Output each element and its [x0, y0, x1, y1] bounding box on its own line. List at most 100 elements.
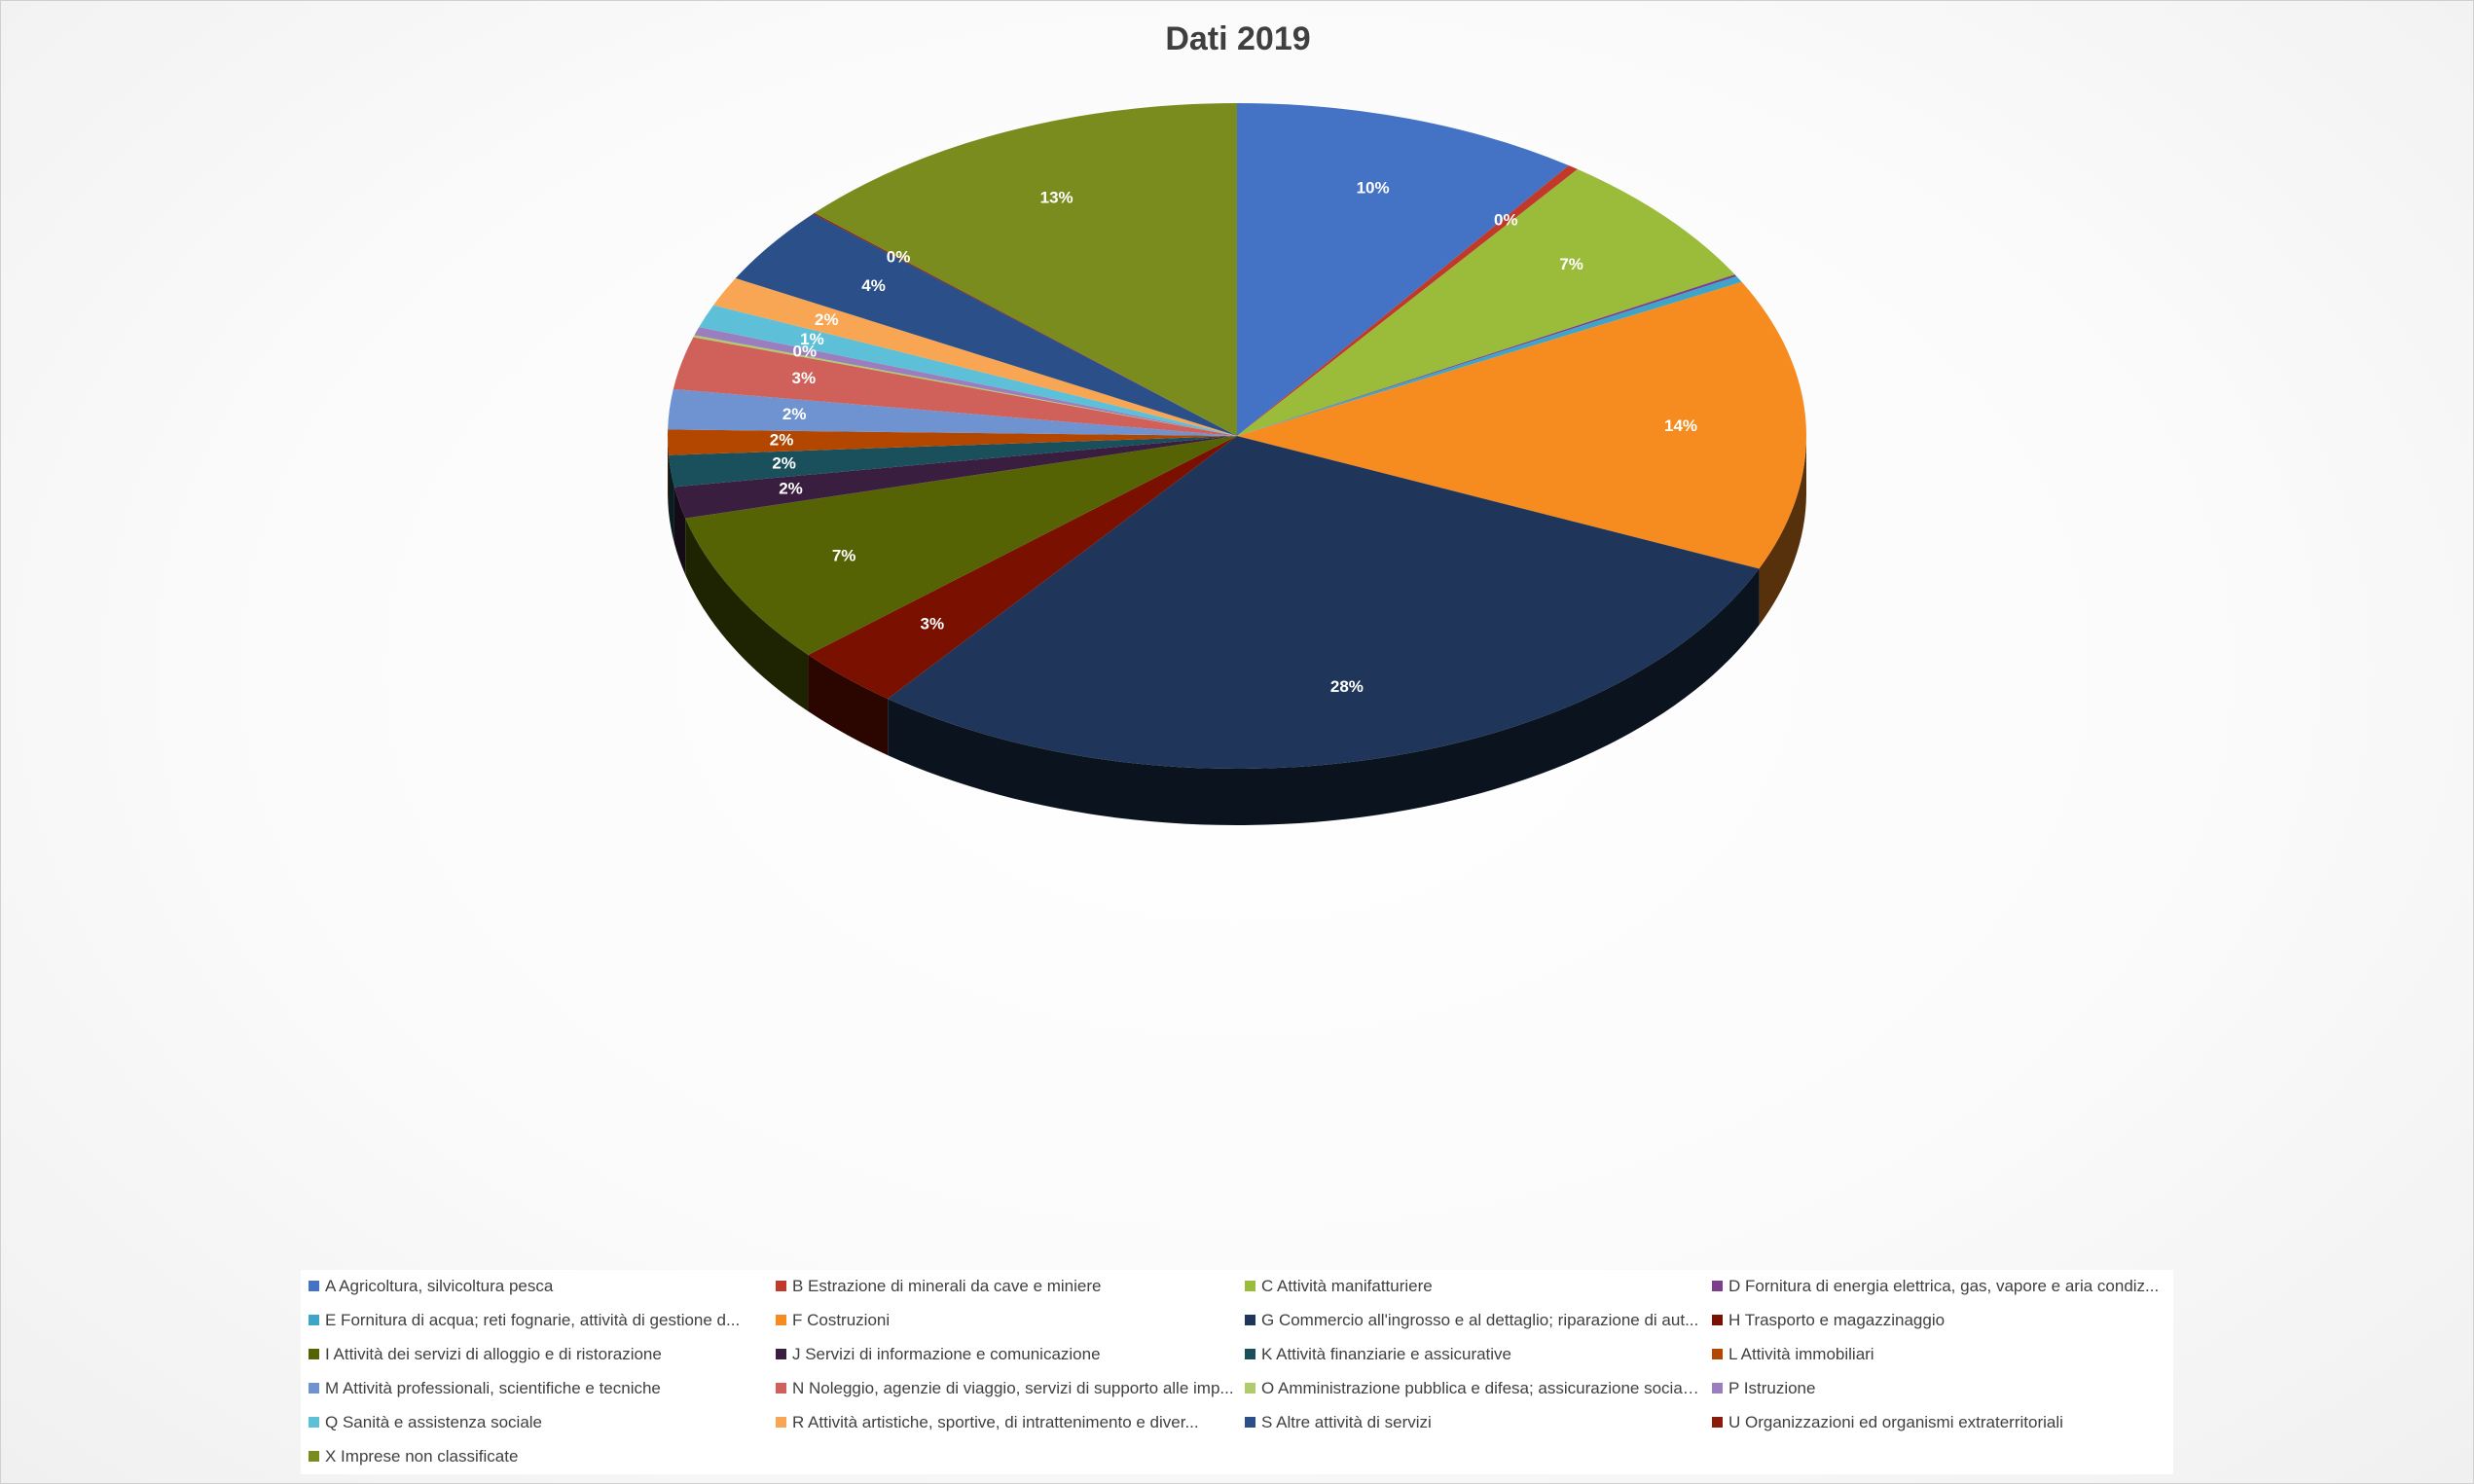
- pie-slice-4[interactable]: [1237, 276, 1742, 436]
- chart-title: Dati 2019: [1165, 20, 1311, 57]
- slice-label-11: 2%: [770, 431, 794, 450]
- legend-item: R Attività artistiche, sportive, di intr…: [776, 1406, 1235, 1439]
- pie-side-7: [808, 655, 889, 756]
- pie-slice-20[interactable]: [814, 103, 1237, 436]
- legend-item: L Attività immobiliari: [1712, 1338, 2169, 1371]
- legend-swatch: [1712, 1383, 1723, 1394]
- slice-label-13: 3%: [792, 369, 817, 387]
- legend-swatch: [776, 1417, 786, 1429]
- legend-item: D Fornitura di energia elettrica, gas, v…: [1712, 1270, 2169, 1303]
- legend-label: S Altre attività di servizi: [1261, 1413, 1432, 1431]
- slice-label-5: 14%: [1664, 416, 1697, 435]
- legend-label: J Servizi di informazione e comunicazion…: [792, 1345, 1101, 1363]
- legend-label: U Organizzazioni ed organismi extraterri…: [1728, 1413, 2063, 1431]
- legend-item: P Istruzione: [1712, 1372, 2169, 1405]
- pie-side-11: [668, 436, 669, 512]
- pie-slice-6[interactable]: [888, 436, 1760, 769]
- legend: A Agricoltura, silvicoltura pesca B Estra…: [301, 1270, 2173, 1474]
- legend-item: C Attività manifatturiere: [1245, 1270, 1702, 1303]
- legend-swatch: [1245, 1417, 1255, 1429]
- legend-swatch: [1712, 1281, 1723, 1292]
- slice-label-8: 7%: [832, 547, 856, 565]
- pie-slice-7[interactable]: [808, 436, 1237, 700]
- slice-label-1: 0%: [1494, 211, 1518, 230]
- legend-swatch: [1245, 1349, 1255, 1360]
- legend-swatch: [1712, 1349, 1723, 1360]
- pie-slice-3[interactable]: [1237, 274, 1737, 436]
- legend-item: X Imprese non classificate: [309, 1440, 766, 1473]
- slice-label-7: 3%: [921, 614, 945, 633]
- legend-item: I Attività dei servizi di alloggio e di …: [309, 1338, 766, 1371]
- legend-swatch: [776, 1281, 786, 1292]
- legend-swatch: [309, 1383, 319, 1394]
- legend-item: J Servizi di informazione e comunicazion…: [776, 1338, 1235, 1371]
- legend-swatch: [309, 1451, 319, 1463]
- legend-swatch: [1245, 1315, 1255, 1326]
- slice-label-9: 2%: [779, 479, 803, 497]
- legend-swatch: [776, 1383, 786, 1394]
- legend-swatch: [1245, 1281, 1255, 1292]
- pie-side-10: [668, 454, 674, 544]
- slice-label-20: 13%: [1040, 189, 1073, 207]
- slice-label-18: 4%: [861, 276, 886, 295]
- legend-item: A Agricoltura, silvicoltura pesca: [309, 1270, 766, 1303]
- pie-side-9: [673, 487, 686, 575]
- pie-side-6: [888, 568, 1760, 825]
- legend-label: D Fornitura di energia elettrica, gas, v…: [1728, 1277, 2160, 1295]
- pie-slice-19[interactable]: [813, 212, 1237, 436]
- pie-slice-12[interactable]: [668, 388, 1237, 436]
- pie-slice-0[interactable]: [1237, 103, 1569, 436]
- legend-item: O Amministrazione pubblica e difesa; ass…: [1245, 1372, 1702, 1405]
- legend-label: G Commercio all'ingrosso e al dettaglio;…: [1261, 1311, 1699, 1329]
- legend-label: O Amministrazione pubblica e difesa; ass…: [1261, 1379, 1702, 1397]
- legend-label: B Estrazione di minerali da cave e minie…: [792, 1277, 1102, 1295]
- legend-label: R Attività artistiche, sportive, di intr…: [792, 1413, 1199, 1431]
- legend-item: Q Sanità e assistenza sociale: [309, 1406, 766, 1439]
- pie-side-walls: [668, 436, 1806, 825]
- pie-slice-1[interactable]: [1237, 165, 1578, 436]
- slice-label-16: 1%: [800, 330, 824, 348]
- slice-label-15: 0%: [793, 342, 818, 360]
- pie-slice-18[interactable]: [735, 213, 1237, 436]
- legend-swatch: [776, 1349, 786, 1360]
- legend-label: L Attività immobiliari: [1728, 1345, 1874, 1363]
- legend-swatch: [1712, 1315, 1723, 1326]
- slice-label-10: 2%: [772, 453, 796, 472]
- slice-label-2: 7%: [1559, 255, 1583, 273]
- pie-slice-8[interactable]: [685, 436, 1237, 656]
- slice-label-19: 0%: [887, 248, 911, 267]
- pie-side-8: [685, 518, 809, 712]
- legend-label: E Fornitura di acqua; reti fognarie, att…: [325, 1311, 741, 1329]
- legend-label: Q Sanità e assistenza sociale: [325, 1413, 543, 1431]
- pie-side-5: [1759, 436, 1806, 626]
- legend-swatch: [309, 1417, 319, 1429]
- legend-item: N Noleggio, agenzie di viaggio, servizi …: [776, 1372, 1235, 1405]
- pie-slice-17[interactable]: [713, 277, 1237, 436]
- pie-slice-2[interactable]: [1237, 168, 1735, 436]
- legend-item: B Estrazione di minerali da cave e minie…: [776, 1270, 1235, 1303]
- slice-label-6: 28%: [1330, 677, 1364, 696]
- legend-label: I Attività dei servizi di alloggio e di …: [325, 1345, 662, 1363]
- pie-slice-13[interactable]: [673, 337, 1237, 436]
- legend-swatch: [309, 1281, 319, 1292]
- legend-item: H Trasporto e magazzinaggio: [1712, 1304, 2169, 1337]
- legend-item: E Fornitura di acqua; reti fognarie, att…: [309, 1304, 766, 1337]
- pie-slice-15[interactable]: [694, 327, 1237, 436]
- legend-item: G Commercio all'ingrosso e al dettaglio;…: [1245, 1304, 1702, 1337]
- slice-label-17: 2%: [815, 310, 839, 329]
- legend-item: F Costruzioni: [776, 1304, 1235, 1337]
- legend-label: M Attività professionali, scientifiche e…: [325, 1379, 661, 1397]
- legend-label: N Noleggio, agenzie di viaggio, servizi …: [792, 1379, 1234, 1397]
- legend-swatch: [1245, 1383, 1255, 1394]
- legend-label: F Costruzioni: [792, 1311, 891, 1329]
- legend-swatch: [309, 1349, 319, 1360]
- pie-slice-5[interactable]: [1237, 281, 1807, 569]
- legend-label: X Imprese non classificate: [325, 1447, 519, 1466]
- pie-slice-11[interactable]: [668, 429, 1237, 455]
- legend-label: A Agricoltura, silvicoltura pesca: [325, 1277, 554, 1295]
- pie-slice-14[interactable]: [693, 335, 1237, 436]
- pie-slice-10[interactable]: [668, 436, 1237, 488]
- pie-slice-9[interactable]: [673, 436, 1237, 519]
- pie-slice-16[interactable]: [699, 305, 1237, 436]
